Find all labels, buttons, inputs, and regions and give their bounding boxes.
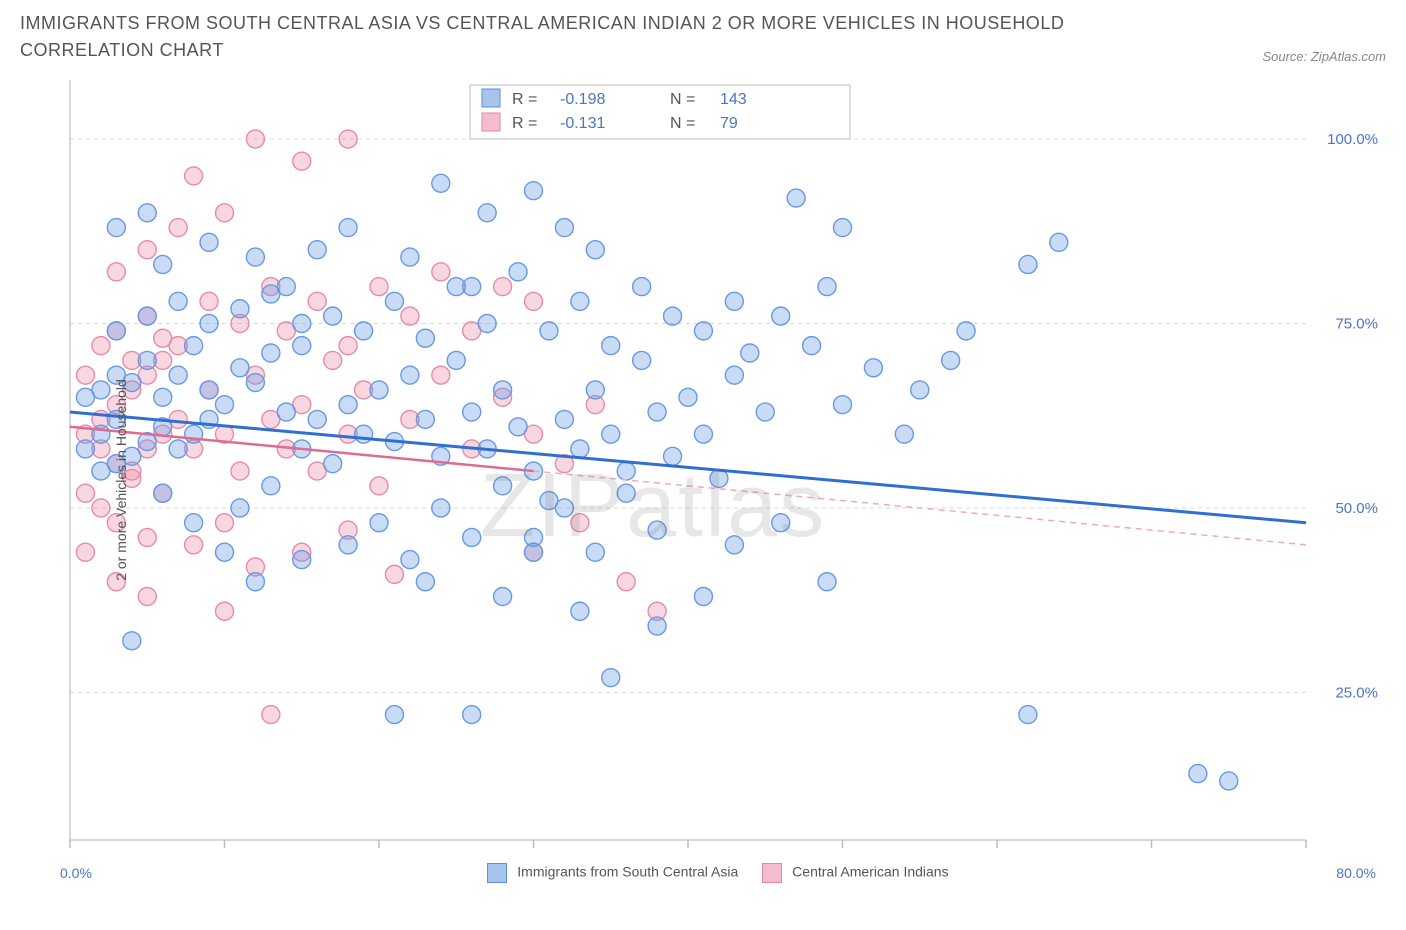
- plot-area: 2 or more Vehicles in Household 25.0% 50.…: [50, 75, 1386, 885]
- scatter-plot-svg: 25.0% 50.0% 75.0% 100.0% R = -0.198 N = 143 R = -…: [50, 75, 1386, 885]
- legend-label-series-b: Central American Indians: [792, 864, 948, 880]
- svg-text:100.0%: 100.0%: [1327, 131, 1378, 148]
- svg-text:50.0%: 50.0%: [1335, 500, 1378, 517]
- svg-text:79: 79: [720, 115, 738, 132]
- legend-label-series-a: Immigrants from South Central Asia: [517, 864, 738, 880]
- svg-text:143: 143: [720, 91, 747, 108]
- swatch-series-b: [762, 863, 782, 883]
- legend-item-series-a: Immigrants from South Central Asia: [487, 863, 738, 883]
- svg-text:-0.131: -0.131: [560, 115, 605, 132]
- legend-item-series-b: Central American Indians: [762, 863, 948, 883]
- svg-text:75.0%: 75.0%: [1335, 315, 1378, 332]
- svg-text:R =: R =: [512, 91, 537, 108]
- svg-text:N =: N =: [670, 115, 695, 132]
- svg-text:-0.198: -0.198: [560, 91, 605, 108]
- svg-text:25.0%: 25.0%: [1335, 684, 1378, 701]
- swatch-series-a: [487, 863, 507, 883]
- source-attribution: Source: ZipAtlas.com: [1262, 49, 1386, 64]
- legend-bottom: Immigrants from South Central Asia Centr…: [50, 863, 1386, 883]
- chart-title: IMMIGRANTS FROM SOUTH CENTRAL ASIA VS CE…: [20, 10, 1120, 64]
- svg-text:N =: N =: [670, 91, 695, 108]
- y-axis-label: 2 or more Vehicles in Household: [113, 379, 129, 581]
- svg-text:R =: R =: [512, 115, 537, 132]
